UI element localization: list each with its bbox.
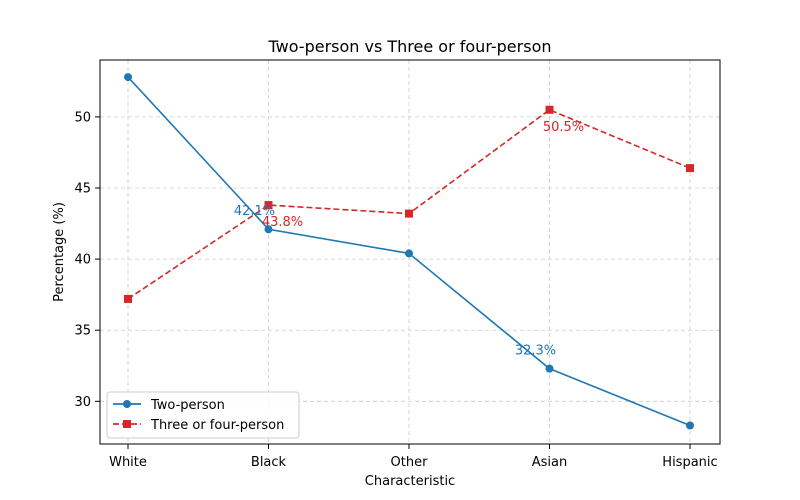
x-tick-label: Black — [251, 455, 287, 470]
y-tick-label: 40 — [74, 253, 91, 268]
x-axis: White Black Other Asian Hispanic — [109, 444, 718, 470]
legend-marker-two-person — [123, 400, 131, 408]
data-point-1 — [405, 209, 413, 218]
data-point-0 — [545, 364, 554, 373]
data-point-0 — [405, 249, 413, 258]
chart-title: Two-person vs Three or four-person — [268, 37, 552, 56]
data-point-0 — [264, 225, 273, 234]
data-point-1 — [264, 201, 273, 210]
data-point-0 — [124, 73, 132, 82]
legend-frame — [106, 391, 300, 439]
y-axis-title: Percentage (%) — [52, 202, 67, 302]
data-point-0 — [686, 421, 694, 430]
y-tick-label: 30 — [74, 395, 91, 410]
plot-frame — [99, 59, 721, 445]
x-tick-label: White — [109, 455, 147, 470]
legend-label-three-or-four-person: Three or four-person — [150, 418, 284, 433]
legend-marker-three-or-four-person — [123, 420, 131, 428]
y-tick-label: 50 — [74, 110, 91, 125]
series-layer — [124, 73, 694, 430]
x-axis-title: Characteristic — [365, 474, 455, 489]
data-label: 32.3% — [515, 344, 556, 359]
legend: Two-person Three or four-person — [106, 391, 300, 439]
data-label: 50.5% — [543, 120, 584, 135]
data-label: 43.8% — [262, 215, 303, 230]
grid-layer — [100, 60, 720, 444]
annotations-layer: 42.1% 32.3% 43.8% 50.5% — [234, 120, 584, 359]
y-tick-label: 35 — [74, 324, 91, 339]
x-tick-label: Other — [391, 455, 429, 470]
data-label: 42.1% — [234, 204, 275, 219]
x-tick-label: Asian — [532, 455, 567, 470]
data-point-1 — [686, 164, 694, 173]
y-axis: 30 35 40 45 50 — [74, 110, 100, 410]
y-tick-label: 45 — [74, 182, 91, 197]
legend-label-two-person: Two-person — [150, 398, 225, 413]
x-tick-label: Hispanic — [662, 455, 717, 470]
data-point-1 — [545, 105, 554, 114]
data-point-1 — [124, 294, 132, 303]
